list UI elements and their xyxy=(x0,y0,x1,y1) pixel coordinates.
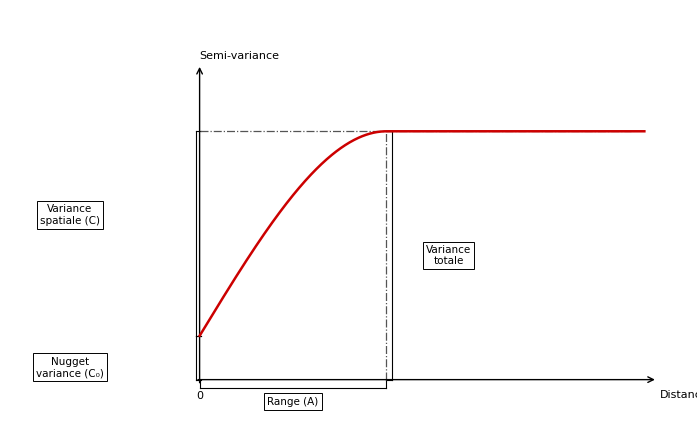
Text: Variance
spatiale (C): Variance spatiale (C) xyxy=(40,204,100,226)
Text: 0: 0 xyxy=(196,391,203,401)
Text: Semi-variance: Semi-variance xyxy=(199,51,279,61)
Text: Range (A): Range (A) xyxy=(268,396,319,406)
Text: Nugget
variance (C₀): Nugget variance (C₀) xyxy=(36,357,104,378)
Text: Variance
totale: Variance totale xyxy=(426,245,471,266)
Text: Distance: Distance xyxy=(660,390,697,400)
